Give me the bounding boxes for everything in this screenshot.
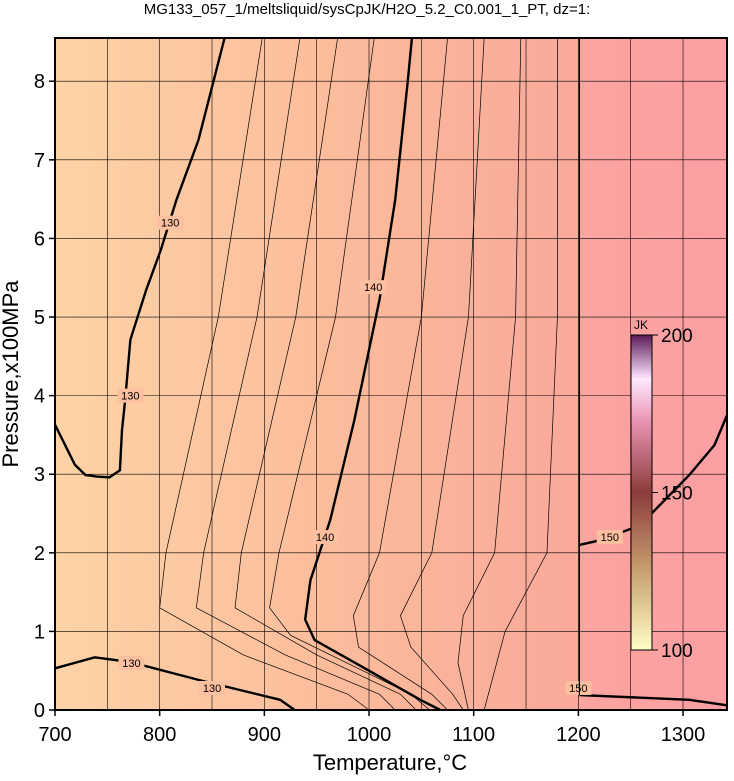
contour-label-bg: [199, 680, 226, 695]
contour-line: [234, 37, 417, 711]
y-tick-label: 7: [34, 150, 45, 172]
x-tick-label: 900: [248, 724, 281, 746]
y-tick-label: 4: [34, 386, 45, 408]
contour-label: 150: [569, 683, 587, 695]
contour-label-bg: [118, 655, 145, 670]
colorbar-tick-label: 100: [661, 641, 693, 662]
contour-line: [303, 37, 441, 712]
x-tick-label: 800: [143, 724, 176, 746]
contour-label: 140: [364, 282, 382, 294]
plot-frame: [54, 37, 728, 711]
contour-label: 140: [316, 532, 334, 544]
x-tick-label: 1100: [452, 724, 495, 746]
contour-label-bg: [360, 280, 387, 295]
y-tick-label: 8: [34, 71, 45, 93]
contour-line: [159, 37, 370, 711]
chart-title: MG133_057_1/meltsliquid/sysCpJK/H2O_5.2_…: [144, 1, 591, 18]
y-axis-label: Pressure,x100MPa: [0, 280, 23, 468]
y-tick-label: 6: [34, 228, 45, 250]
contour-label-bg: [157, 215, 184, 230]
contour-label: 130: [161, 218, 179, 230]
contour-line: [195, 37, 396, 711]
y-tick-label: 2: [34, 543, 45, 565]
x-tick-label: 1200: [556, 724, 601, 746]
contour-line: [457, 37, 522, 711]
contour-line: [54, 656, 296, 711]
contour-label: 150: [601, 532, 619, 544]
colorbar: [630, 334, 653, 651]
contour-line: [579, 693, 728, 707]
x-tick-label: 700: [38, 724, 71, 746]
colorbar-tick-label: 200: [661, 326, 693, 347]
colorbar-label: JK: [634, 318, 648, 332]
contour-line: [400, 37, 485, 711]
y-tick-label: 3: [34, 464, 45, 486]
x-axis-label: Temperature,°C: [313, 750, 467, 775]
y-tick-label: 0: [34, 700, 45, 722]
contour-label-bg: [117, 388, 144, 403]
contour-label-bg: [312, 530, 339, 545]
x-tick-label: 1300: [661, 724, 706, 746]
contour-label-bg: [565, 680, 592, 695]
contour-label: 130: [121, 391, 139, 403]
plot-background: [55, 38, 727, 710]
contour-line: [53, 37, 226, 479]
contour-line: [483, 38, 558, 711]
y-tick-label: 1: [34, 621, 45, 643]
contour-label-bg: [596, 530, 623, 545]
contour-line: [269, 37, 430, 711]
contour-line: [352, 37, 448, 711]
x-tick-label: 1000: [347, 724, 392, 746]
contour-label: 130: [203, 683, 221, 695]
y-tick-label: 5: [34, 307, 45, 329]
contour-label: 130: [122, 658, 140, 670]
colorbar-tick-label: 150: [661, 484, 693, 505]
